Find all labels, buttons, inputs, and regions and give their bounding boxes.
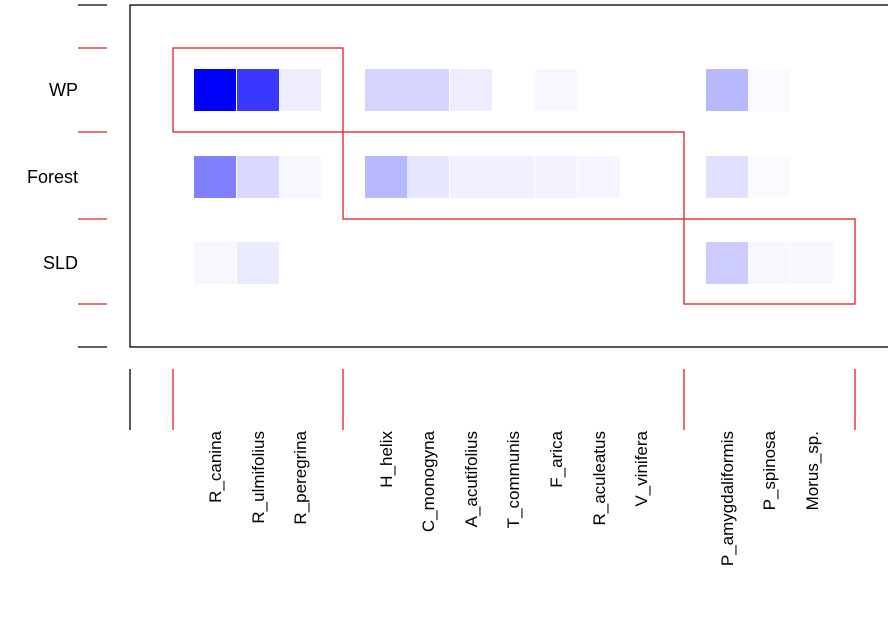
column-label-c-monogyna: C_monogyna [419,430,438,532]
cell-forest-f-arica [535,156,577,198]
row-label-sld: SLD [43,253,78,273]
cell-forest-t-communis [492,156,534,198]
cell-wp-f-arica [535,69,577,111]
cell-wp-p-spinosa [748,69,790,111]
cell-wp-r-ulmifolius [237,69,279,111]
heatmap-cells [194,69,833,284]
column-label-r-ulmifolius: R_ulmifolius [249,431,268,524]
row-label-forest: Forest [27,167,78,187]
column-label-p-spinosa: P_spinosa [760,430,779,510]
cell-forest-r-aculeatus [578,156,620,198]
module-box-2 [342,131,685,220]
column-label-p-amygdaliformis: P_amygdaliformis [718,431,737,566]
row-ticks [78,4,107,348]
column-ticks [129,369,856,430]
row-label-wp: WP [49,80,78,100]
cell-wp-c-monogyna [407,69,449,111]
column-labels: R_canina R_ulmifolius R_peregrina H_helix C_… [206,430,822,566]
column-label-r-peregrina: R_peregrina [291,430,310,524]
cell-wp-p-amygdaliformis [706,69,748,111]
module-box-3 [683,218,856,305]
column-label-morus-sp-: Morus_sp. [803,431,822,510]
cell-forest-a-acutifolius [450,156,492,198]
column-label-f-arica: F_arica [547,430,566,487]
cell-wp-h-helix [365,69,407,111]
cell-sld-morus-sp- [791,242,833,284]
column-label-r-canina: R_canina [206,430,225,502]
cell-sld-r-ulmifolius [237,242,279,284]
cell-sld-p-amygdaliformis [706,242,748,284]
column-label-r-aculeatus: R_aculeatus [590,431,609,526]
column-label-a-acutifolius: A_acutifolius [462,431,481,527]
cell-wp-r-canina [194,69,236,111]
cell-forest-r-peregrina [279,156,321,198]
cell-wp-r-peregrina [279,69,321,111]
cell-forest-r-ulmifolius [237,156,279,198]
cell-forest-r-canina [194,156,236,198]
row-labels: WP Forest SLD [27,80,78,273]
cell-sld-p-spinosa [748,242,790,284]
column-label-h-helix: H_helix [377,431,396,488]
column-label-v-vinifera: V_vinifera [632,430,651,506]
cell-sld-r-canina [194,242,236,284]
cell-forest-h-helix [365,156,407,198]
cell-forest-p-spinosa [748,156,790,198]
module-boxes [172,47,856,305]
cell-forest-p-amygdaliformis [706,156,748,198]
cell-forest-c-monogyna [407,156,449,198]
plot-frame [129,4,888,348]
module-box-1 [172,47,344,133]
column-label-t-communis: T_communis [504,431,523,528]
cell-wp-a-acutifolius [450,69,492,111]
